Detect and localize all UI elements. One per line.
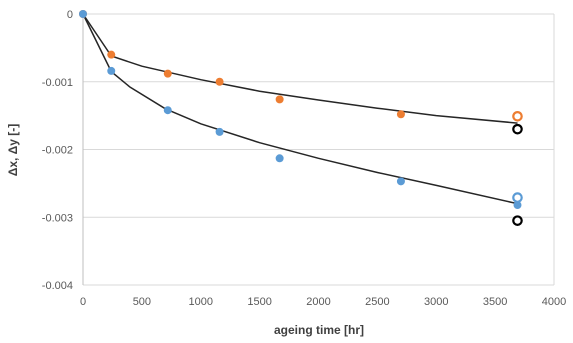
x-tick-label: 1000 bbox=[189, 296, 213, 308]
data-point bbox=[513, 201, 522, 210]
x-tick-label: 4000 bbox=[542, 296, 566, 308]
data-point-open bbox=[512, 111, 523, 122]
data-point bbox=[107, 50, 116, 59]
data-point-open bbox=[512, 123, 523, 135]
data-point bbox=[396, 110, 405, 119]
y-tick-label: -0.001 bbox=[42, 77, 73, 89]
data-point bbox=[163, 69, 172, 78]
fit-curve bbox=[82, 13, 518, 205]
y-axis-title: Δx, Δy [-] bbox=[6, 124, 20, 177]
fit-curves bbox=[82, 13, 518, 205]
data-point-open bbox=[512, 215, 523, 226]
data-point bbox=[163, 106, 172, 115]
data-points bbox=[79, 10, 523, 226]
grid-lines bbox=[83, 13, 554, 286]
y-tick-label: -0.002 bbox=[42, 145, 73, 157]
x-tick-label: 3500 bbox=[483, 296, 507, 308]
data-point bbox=[215, 77, 224, 86]
data-point bbox=[215, 127, 224, 136]
x-tick-label: 0 bbox=[80, 296, 86, 308]
data-point-open bbox=[512, 192, 523, 203]
x-tick-labels: 0 500 1000 1500 2000 2500 3000 3500 4000 bbox=[80, 296, 566, 308]
y-tick-label: -0.004 bbox=[42, 280, 73, 292]
y-tick-labels: 0 -0.001 -0.002 -0.003 -0.004 bbox=[42, 9, 73, 292]
x-axis-title: ageing time [hr] bbox=[274, 323, 364, 337]
x-tick-label: 500 bbox=[133, 296, 151, 308]
data-point bbox=[275, 154, 284, 163]
x-tick-label: 2500 bbox=[365, 296, 389, 308]
data-point bbox=[275, 95, 284, 104]
data-point bbox=[107, 66, 116, 75]
x-tick-label: 1500 bbox=[247, 296, 271, 308]
data-point bbox=[396, 177, 405, 186]
axes bbox=[82, 14, 555, 285]
data-point bbox=[79, 10, 87, 18]
fit-curve bbox=[82, 13, 518, 124]
x-tick-label: 3000 bbox=[424, 296, 448, 308]
y-tick-label: 0 bbox=[67, 9, 73, 21]
y-tick-label: -0.003 bbox=[42, 212, 73, 224]
x-tick-label: 2000 bbox=[306, 296, 330, 308]
